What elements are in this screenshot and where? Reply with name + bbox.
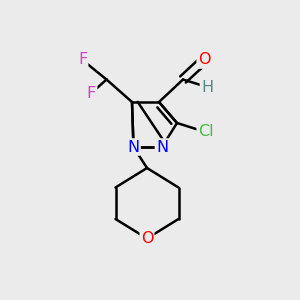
Text: N: N [128,140,140,154]
Text: Cl: Cl [198,124,213,140]
Text: N: N [156,140,168,154]
Text: O: O [198,52,210,68]
Text: F: F [87,85,96,100]
Text: F: F [78,52,87,68]
Text: H: H [201,80,213,94]
Text: O: O [141,231,153,246]
